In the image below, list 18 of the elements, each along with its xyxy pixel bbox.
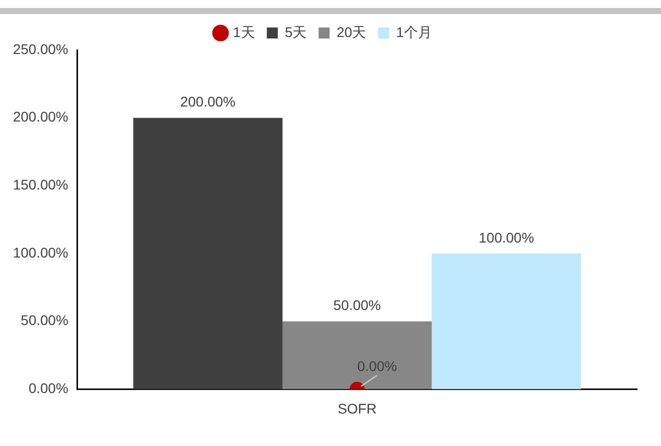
legend-label: 1个月: [396, 24, 432, 40]
bar: [432, 254, 582, 390]
y-tick-label: 0.00%: [28, 380, 68, 396]
bar: [282, 321, 432, 390]
y-tick-label: 50.00%: [20, 312, 68, 328]
y-tick-label: 100.00%: [12, 244, 68, 260]
data-label: 200.00%: [180, 94, 236, 110]
data-label: 100.00%: [478, 229, 534, 246]
bar: [133, 118, 283, 390]
legend-label: 1天: [233, 24, 255, 40]
y-tick-label: 200.00%: [12, 108, 68, 125]
x-tick-label: SOFR: [338, 400, 377, 416]
data-label: 50.00%: [333, 297, 381, 314]
data-label: 0.00%: [357, 358, 397, 374]
legend-label: 20天: [336, 24, 366, 40]
legend-label: 5天: [284, 24, 307, 40]
y-tick-label: 250.00%: [12, 40, 68, 57]
y-tick-label: 150.00%: [12, 176, 68, 193]
